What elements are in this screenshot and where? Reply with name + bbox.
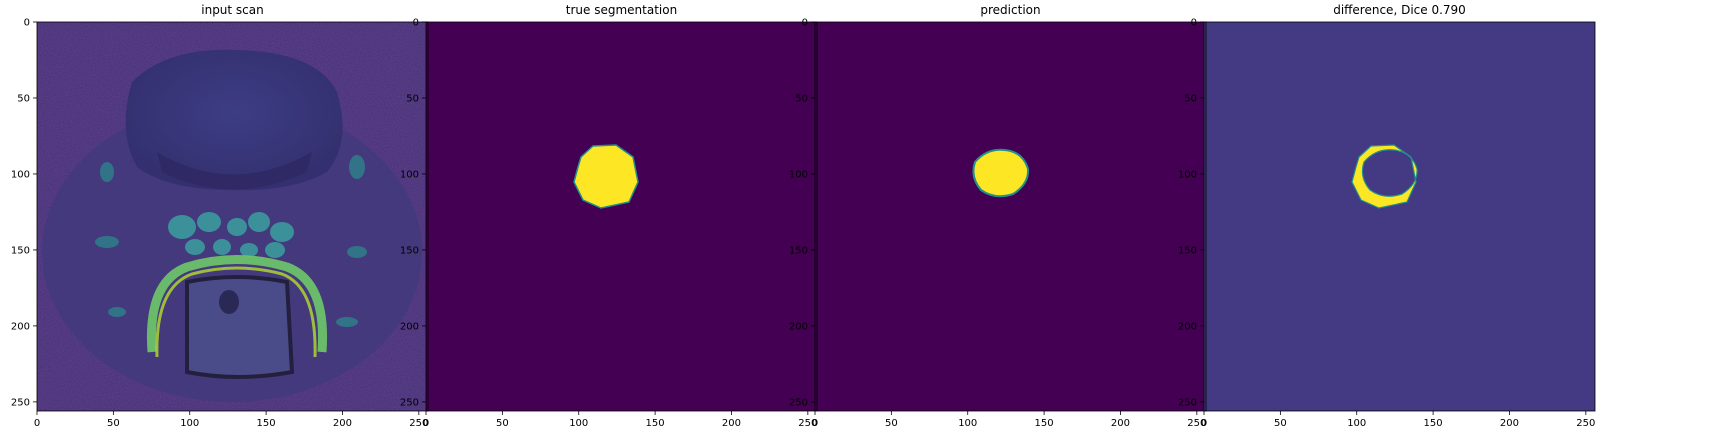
panel-difference: difference, Dice 0.790 [1167, 0, 1597, 432]
panel-title: true segmentation [565, 3, 678, 17]
mri-scan-image [37, 22, 428, 411]
image-true-segmentation [426, 22, 817, 411]
panel-prediction: prediction [778, 0, 1208, 432]
panel-input-scan: input scan [0, 0, 430, 432]
image-difference [1204, 22, 1595, 411]
image-input-scan [37, 22, 428, 411]
panel-true-segmentation: true segmentation [389, 0, 819, 432]
mask-difference [1204, 22, 1595, 411]
prediction-blob [972, 148, 1030, 198]
inner-cavity [187, 277, 292, 377]
panel-title: difference, Dice 0.790 [1333, 3, 1466, 17]
bladder-region [125, 49, 343, 191]
segmentation-blob [573, 144, 639, 209]
panel-title: input scan [201, 3, 264, 17]
mask-prediction [815, 22, 1206, 411]
mask-true-segmentation [426, 22, 817, 411]
image-prediction [815, 22, 1206, 411]
panel-title: prediction [980, 3, 1041, 17]
